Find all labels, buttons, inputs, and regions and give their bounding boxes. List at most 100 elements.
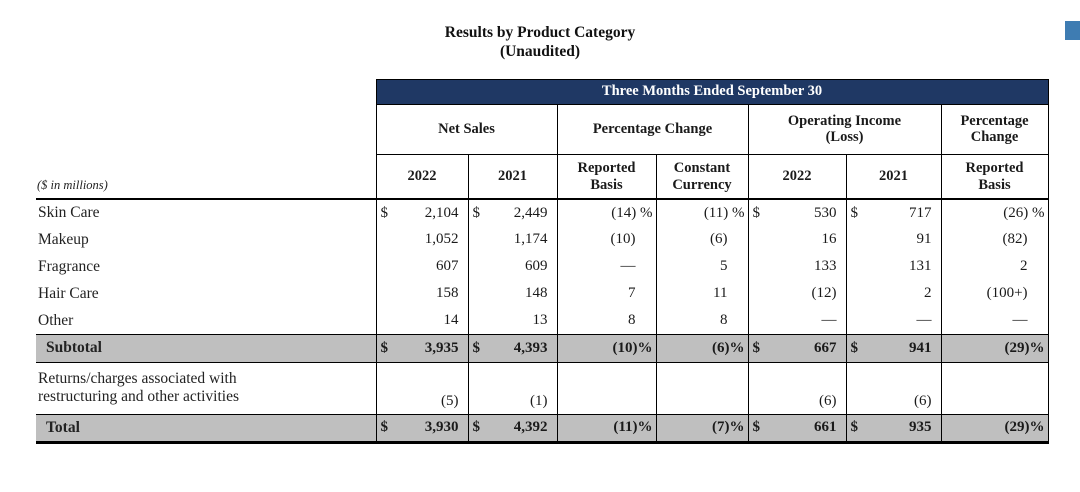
decorative-corner-square (1065, 21, 1080, 40)
value-cell: 5 (655, 253, 748, 281)
value-cell: (6) (747, 362, 846, 415)
value-cell: $2,449 (467, 199, 557, 227)
value-cell: 2 (845, 280, 941, 308)
value-cell: $935 (845, 413, 941, 444)
cell-value: 935 (909, 419, 932, 436)
value-cell: (29)% (940, 333, 1049, 363)
group-header-percentage-change-right: Percentage Change (940, 103, 1049, 155)
cell-value: 661 (814, 419, 837, 436)
value-cell: (100+) (940, 280, 1049, 308)
cell-value: 667 (814, 339, 837, 356)
value-cell: (26) % (940, 199, 1049, 227)
value-cell: $3,935 (375, 333, 468, 363)
row-hair-care: Hair Care 158 148 7 11 (12) 2 (100+) (36, 280, 1049, 308)
value-cell: 14 (375, 307, 468, 335)
value-cell: $667 (747, 333, 846, 363)
value-cell: $4,393 (467, 333, 557, 363)
currency-symbol: $ (850, 204, 859, 221)
col-header-operating-income-2022: 2022 (747, 153, 847, 201)
currency-symbol: $ (380, 339, 389, 356)
value-cell: 609 (467, 253, 557, 281)
row-total: Total $3,930 $4,392 (11)% (7)% $661 $935 (29)% (36, 413, 1049, 444)
value-cell: (11) % (655, 199, 748, 227)
row-makeup: Makeup 1,052 1,174 (10) (6) 16 91 (82) (36, 226, 1049, 254)
row-returns-charges-associated-with-restruct: Returns/charges associated with restruct… (36, 362, 1049, 415)
col-header-reported-basis: Reported Basis (556, 153, 657, 201)
value-cell: 8 (655, 307, 748, 335)
value-cell: 131 (845, 253, 941, 281)
row-label: Total (36, 413, 376, 444)
currency-symbol: $ (850, 419, 859, 436)
row-skin-care: Skin Care $2,104 $2,449 (14) % (11) % $530 $71… (36, 199, 1049, 227)
value-cell: (29)% (940, 413, 1049, 444)
document-title: Results by Product Category (Unaudited) (0, 0, 1080, 62)
cell-value: 530 (814, 204, 837, 221)
header-spacer (36, 79, 376, 105)
value-cell (940, 362, 1049, 415)
value-cell: 158 (375, 280, 468, 308)
group-header-row: Net Sales Percentage Change Operating In… (36, 103, 1049, 155)
col-header-operating-income-2021: 2021 (845, 153, 942, 201)
currency-symbol: $ (472, 204, 481, 221)
value-cell: $661 (747, 413, 846, 444)
group-header-percentage-change: Percentage Change (556, 103, 749, 155)
col-header-net-sales-2022: 2022 (375, 153, 469, 201)
cell-value: 941 (909, 339, 932, 356)
group-header-operating-income-loss: Operating Income (Loss) (747, 103, 942, 155)
currency-symbol: $ (752, 419, 761, 436)
cell-value: 4,393 (513, 339, 548, 356)
cell-value: 3,935 (424, 339, 459, 356)
results-by-product-category-table: Three Months Ended September 30 Net Sale… (36, 78, 1049, 444)
value-cell: (6) (655, 226, 748, 254)
row-label: Makeup (38, 230, 89, 248)
value-cell: (7)% (655, 413, 748, 444)
currency-symbol: $ (380, 419, 389, 436)
currency-symbol: $ (380, 204, 389, 221)
value-cell: 16 (747, 226, 846, 254)
results-table-body: Skin Care $2,104 $2,449 (14) % (11) % $530 $71… (36, 199, 1049, 444)
value-cell: 148 (467, 280, 557, 308)
row-label: Skin Care (38, 204, 100, 222)
value-cell: 7 (556, 280, 656, 308)
value-cell: 11 (655, 280, 748, 308)
value-cell: 607 (375, 253, 468, 281)
row-label: Returns/charges associated with restruct… (38, 370, 240, 406)
col-header-reported-basis-right: Reported Basis (940, 153, 1049, 201)
value-cell: 1,052 (375, 226, 468, 254)
row-label: Fragrance (38, 257, 100, 275)
row-label: Subtotal (36, 333, 376, 363)
cell-value: 2,449 (513, 204, 548, 221)
row-subtotal: Subtotal $3,935 $4,393 (10)% (6)% $667 $941 (29… (36, 333, 1049, 363)
value-cell: (10)% (556, 333, 656, 363)
currency-symbol: $ (472, 339, 481, 356)
value-cell: $3,930 (375, 413, 468, 444)
value-cell: (5) (375, 362, 468, 415)
value-cell: (1) (467, 362, 557, 415)
value-cell: (14) % (556, 199, 656, 227)
value-cell: 13 (467, 307, 557, 335)
title-line-1: Results by Product Category (444, 24, 636, 41)
value-cell: $2,104 (375, 199, 468, 227)
value-cell: $941 (845, 333, 941, 363)
value-cell: (82) (940, 226, 1049, 254)
value-cell: — (747, 307, 846, 335)
row-label: Other (38, 311, 74, 329)
row-label: Hair Care (38, 284, 99, 302)
row-other: Other 14 13 8 8— — — (36, 307, 1049, 335)
value-cell: (12) (747, 280, 846, 308)
header-spacer (36, 104, 376, 155)
value-cell: — (556, 253, 656, 281)
value-cell: $4,392 (467, 413, 557, 444)
currency-symbol: $ (752, 204, 761, 221)
group-header-text: Operating Income (Loss) (787, 112, 902, 146)
value-cell: $717 (845, 199, 941, 227)
currency-symbol: $ (850, 339, 859, 356)
currency-symbol: $ (472, 419, 481, 436)
value-cell: 8 (556, 307, 656, 335)
column-header-row: ($ in millions) 2022 2021 Reported Basis… (36, 153, 1049, 201)
value-cell: 133 (747, 253, 846, 281)
value-cell: (10) (556, 226, 656, 254)
value-cell: (11)% (556, 413, 656, 444)
currency-symbol: $ (752, 339, 761, 356)
cell-value: 2,104 (424, 204, 459, 221)
